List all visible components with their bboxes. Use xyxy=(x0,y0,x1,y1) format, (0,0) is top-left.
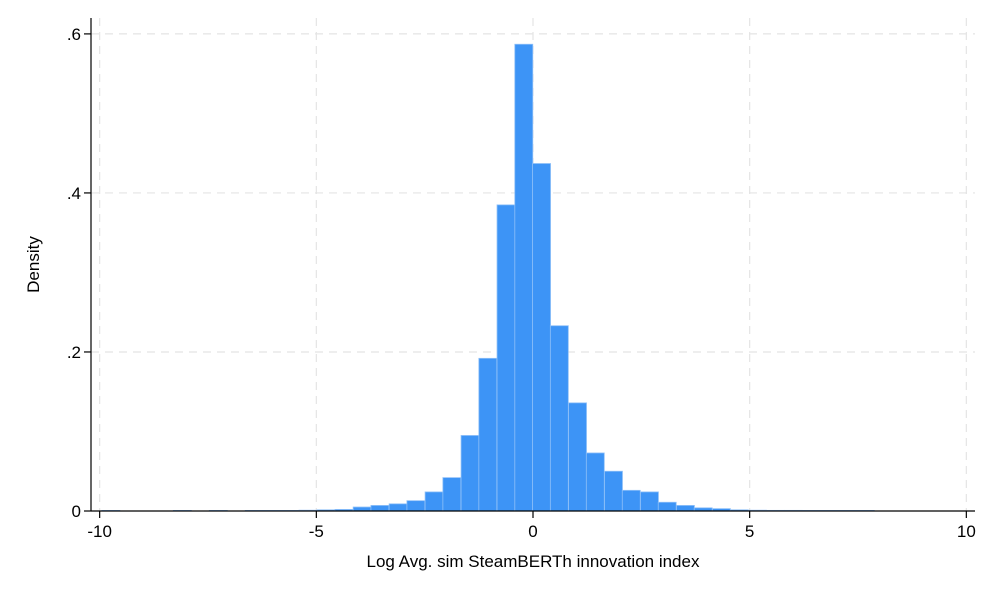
histogram-bar xyxy=(676,505,695,512)
histogram-bar xyxy=(585,452,605,512)
y-tick-label: .6 xyxy=(67,25,81,44)
histogram-bar xyxy=(478,357,498,512)
x-tick-label: 0 xyxy=(528,522,537,541)
histogram-bar xyxy=(370,505,390,512)
x-tick-label: 5 xyxy=(745,522,754,541)
histogram-bar xyxy=(549,325,569,512)
histogram-bar xyxy=(424,491,444,512)
histogram-bar xyxy=(640,491,659,512)
histogram-bars xyxy=(101,43,875,512)
x-tick-label: -5 xyxy=(309,522,324,541)
histogram-bar xyxy=(621,489,641,512)
histogram-bar xyxy=(388,503,408,512)
histogram-bar xyxy=(532,163,551,512)
y-axis-title: Density xyxy=(24,236,43,293)
histogram-bar xyxy=(514,43,534,512)
y-axis-ticks: 0 .2 .4 .6 xyxy=(67,25,91,521)
histogram-bar xyxy=(604,470,623,512)
histogram-bar xyxy=(442,477,462,512)
histogram-bar xyxy=(496,204,516,512)
y-tick-label: .4 xyxy=(67,184,81,203)
x-tick-label: 10 xyxy=(957,522,976,541)
histogram-bar xyxy=(460,435,480,512)
x-axis-title: Log Avg. sim SteamBERTh innovation index xyxy=(367,552,700,571)
histogram-bar xyxy=(657,501,677,512)
x-axis-ticks: -10 -5 0 5 10 xyxy=(87,511,976,541)
histogram-bar xyxy=(568,402,587,512)
y-tick-label: 0 xyxy=(72,502,81,521)
y-tick-label: .2 xyxy=(67,343,81,362)
histogram-bar xyxy=(406,500,426,512)
x-tick-label: -10 xyxy=(87,522,112,541)
